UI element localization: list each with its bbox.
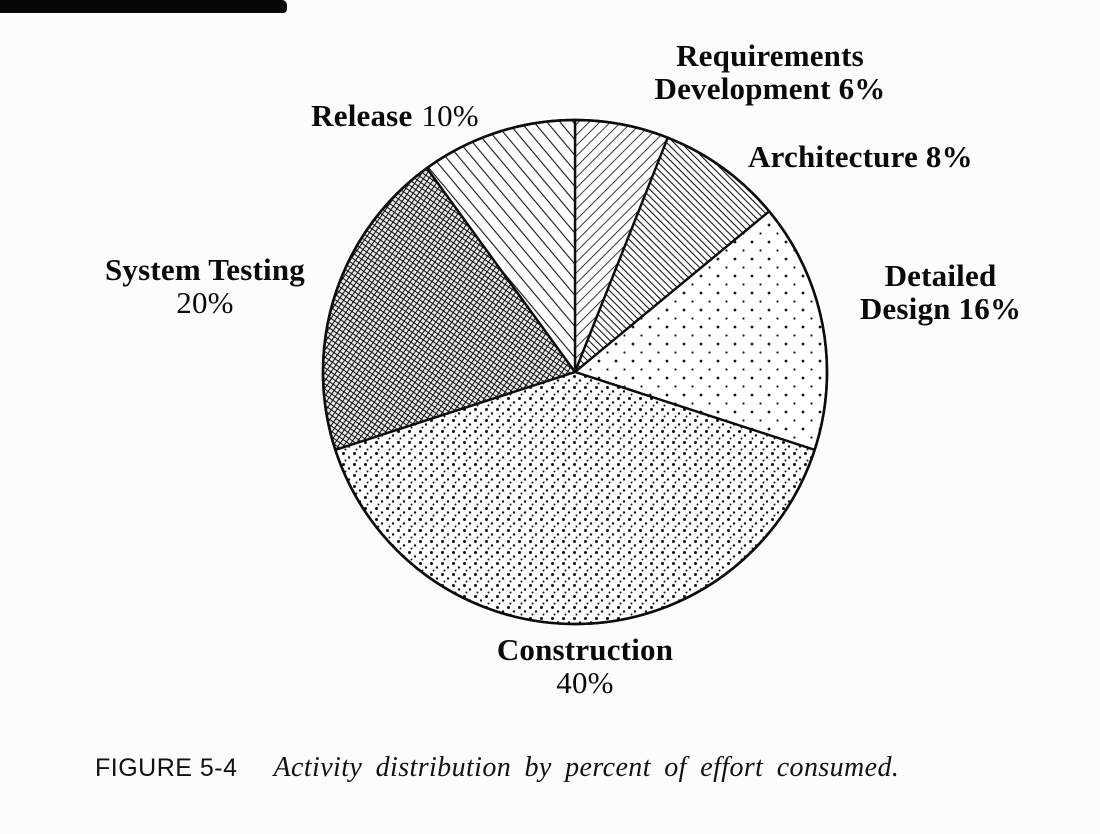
label-line: Development 6% (654, 70, 886, 106)
label-line: System Testing (104, 252, 306, 287)
label-line: Requirements (676, 38, 864, 73)
label-detailed-design: Detailed Design 16% (828, 258, 1053, 326)
label-value: 20% (176, 284, 234, 320)
scan-artifact-bar (0, 0, 287, 13)
label-release: Release 10% (250, 98, 540, 133)
label-requirements-development: Requirements Development 6% (595, 38, 945, 106)
pie-outline (321, 118, 829, 626)
figure-caption: FIGURE 5-4 Activity distribution by perce… (95, 752, 1055, 784)
label-value: 10% (421, 98, 479, 133)
label-construction: Construction 40% (450, 632, 720, 700)
figure-number: FIGURE 5-4 (95, 754, 238, 782)
caption-text: Activity distribution by percent of effo… (273, 752, 900, 783)
label-line: Release (311, 98, 413, 133)
label-architecture: Architecture 8% (748, 139, 1088, 174)
label-line: Detailed (884, 258, 997, 293)
label-value: 40% (556, 664, 614, 700)
label-line: Design 16% (859, 290, 1022, 326)
label-line: Construction (496, 632, 674, 667)
label-system-testing: System Testing 20% (50, 252, 360, 320)
label-line: Architecture 8% (748, 139, 973, 174)
